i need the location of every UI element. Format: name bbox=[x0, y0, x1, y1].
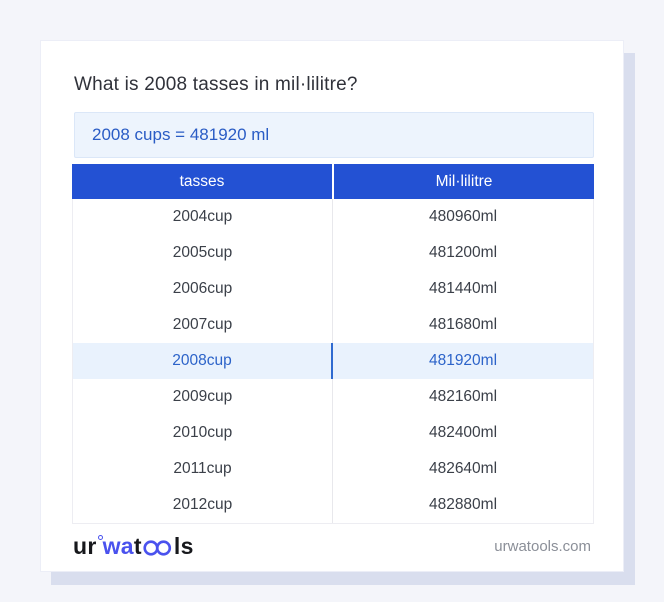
cell-millilitre: 482880ml bbox=[428, 496, 498, 513]
cell-tasses: 2004cup bbox=[73, 199, 333, 235]
cell-tasses: 2012cup bbox=[73, 487, 333, 523]
logo-text-wa: wa bbox=[102, 532, 134, 559]
cell-tasses: 2009cup bbox=[73, 379, 333, 415]
table-header-row: tasses Mil·lilitre bbox=[72, 164, 594, 199]
answer-box: 2008 cups = 481920 ml bbox=[74, 112, 594, 158]
card-footer: ur wa t ls urwatools.com bbox=[72, 529, 592, 563]
column-header-tasses: tasses bbox=[72, 164, 332, 199]
cell-millilitre: 482160ml bbox=[428, 388, 498, 405]
table-row: 2012cup 482880ml bbox=[73, 487, 593, 523]
table-row: 2006cup 481440ml bbox=[73, 271, 593, 307]
cell-tasses: 2010cup bbox=[73, 415, 333, 451]
urwatools-logo[interactable]: ur wa t ls bbox=[73, 533, 194, 560]
conversion-card: What is 2008 tasses in mil·lilitre? 2008… bbox=[40, 40, 624, 572]
cell-tasses: 2005cup bbox=[73, 235, 333, 271]
cell-tasses: 2007cup bbox=[73, 307, 333, 343]
cell-tasses: 2011cup bbox=[73, 451, 333, 487]
cell-millilitre: 480960ml bbox=[428, 208, 498, 225]
table-row: 2004cup 480960ml bbox=[73, 199, 593, 235]
cell-millilitre: 481920ml bbox=[428, 352, 498, 369]
degree-circle-icon bbox=[97, 534, 103, 540]
cell-millilitre: 481680ml bbox=[428, 316, 498, 333]
cell-millilitre: 482400ml bbox=[428, 424, 498, 441]
glasses-icon bbox=[142, 535, 174, 562]
table-row: 2009cup 482160ml bbox=[73, 379, 593, 415]
site-domain: urwatools.com bbox=[494, 537, 591, 555]
page-title: What is 2008 tasses in mil·lilitre? bbox=[74, 74, 358, 95]
cell-tasses: 2008cup bbox=[73, 343, 333, 379]
cell-millilitre: 481200ml bbox=[428, 244, 498, 261]
table-row-highlighted: 2008cup 481920ml bbox=[73, 343, 593, 379]
table-body: 2004cup 480960ml 2005cup 481200ml 2006cup 481… bbox=[72, 199, 594, 524]
table-row: 2007cup 481680ml bbox=[73, 307, 593, 343]
logo-text-ur: ur bbox=[73, 532, 97, 559]
table-row: 2011cup 482640ml bbox=[73, 451, 593, 487]
cell-millilitre: 482640ml bbox=[428, 460, 498, 477]
answer-text: 2008 cups = 481920 ml bbox=[92, 125, 270, 144]
logo-text-ls: ls bbox=[173, 532, 194, 559]
conversion-table: tasses Mil·lilitre 2004cup 480960ml 2005cu… bbox=[72, 164, 594, 524]
table-row: 2005cup 481200ml bbox=[73, 235, 593, 271]
cell-millilitre: 481440ml bbox=[428, 280, 498, 297]
table-row: 2010cup 482400ml bbox=[73, 415, 593, 451]
cell-tasses: 2006cup bbox=[73, 271, 333, 307]
logo-text-t: t bbox=[133, 532, 142, 559]
column-header-millilitre: Mil·lilitre bbox=[334, 164, 594, 199]
